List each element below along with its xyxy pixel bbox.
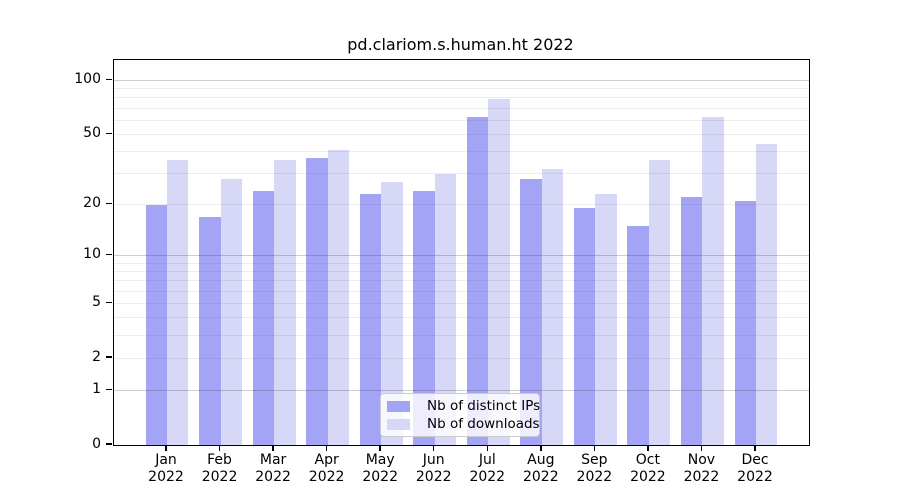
legend-swatch-distinct-ips [387, 400, 410, 412]
y-tick-label: 50 [83, 124, 101, 141]
x-tick-mark [700, 445, 703, 451]
x-tick-month: Jan [155, 452, 177, 468]
x-tick-mark [540, 445, 542, 451]
chart-title: pd.clariom.s.human.ht 2022 [347, 35, 574, 54]
bar-downloads-feb [220, 179, 242, 445]
legend-swatch-downloads [387, 418, 410, 430]
x-tick-year: 2022 [683, 469, 720, 485]
x-tick-month: May [365, 452, 395, 468]
bar-distinct-ips-dec [734, 200, 756, 445]
bar-downloads-mar [274, 159, 296, 445]
x-tick-year: 2022 [576, 469, 613, 485]
y-tick-mark [105, 132, 112, 135]
x-tick-month: Feb [207, 452, 232, 468]
x-tick-month: Jun [422, 452, 445, 468]
y-tick-mark [105, 253, 112, 256]
y-tick-label: 5 [92, 294, 101, 310]
x-tick-mark [165, 445, 167, 451]
x-tick-label-apr: Apr 2022 [297, 452, 357, 486]
y-tick-label: 2 [92, 348, 101, 365]
bar-distinct-ips-oct [627, 226, 649, 445]
x-tick-month: Oct [635, 452, 660, 468]
x-tick-year: 2022 [415, 469, 452, 485]
y-tick-label: 0 [92, 435, 101, 452]
x-tick-year: 2022 [737, 469, 773, 485]
x-tick-label-nov: Nov 2022 [671, 452, 731, 486]
legend-item-distinct-ips: Nb of distinct IPs [387, 398, 540, 414]
plot-area: Nb of distinct IPs Nb of downloads [113, 59, 810, 446]
x-tick-year: 2022 [630, 469, 666, 485]
x-tick-label-aug: Aug 2022 [511, 452, 571, 486]
x-tick-mark [325, 445, 328, 451]
bar-downloads-may [381, 181, 403, 445]
y-tick-mark [105, 356, 112, 358]
x-tick-label-mar: Mar 2022 [243, 452, 303, 486]
x-tick-month: Sep [581, 452, 608, 468]
bar-downloads-jan [167, 159, 189, 445]
bar-downloads-dec [755, 144, 778, 445]
bar-distinct-ips-mar [252, 190, 275, 445]
x-tick-mark [754, 445, 756, 451]
legend-label-downloads: Nb of downloads [427, 416, 540, 432]
bar-distinct-ips-nov [681, 197, 703, 445]
x-tick-year: 2022 [255, 469, 291, 485]
x-tick-mark [647, 445, 649, 451]
x-tick-mark [593, 445, 596, 451]
bar-distinct-ips-sep [573, 208, 596, 445]
bar-downloads-aug [541, 168, 564, 445]
x-tick-month: Dec [741, 452, 769, 468]
x-tick-label-jan: Jan 2022 [136, 452, 196, 486]
x-tick-mark [218, 445, 221, 451]
bar-distinct-ips-jun [413, 190, 435, 445]
legend-label-distinct-ips: Nb of distinct IPs [427, 398, 541, 414]
x-tick-mark [379, 445, 381, 451]
bar-downloads-sep [595, 194, 617, 445]
x-tick-year: 2022 [362, 469, 398, 485]
y-tick-mark [105, 443, 112, 445]
x-tick-month: Aug [527, 452, 555, 468]
x-tick-mark [486, 445, 489, 451]
y-tick-mark [105, 301, 112, 304]
x-tick-label-dec: Dec 2022 [725, 452, 785, 486]
bar-downloads-apr [327, 149, 350, 445]
bar-distinct-ips-apr [306, 157, 328, 445]
bar-distinct-ips-feb [199, 216, 221, 445]
x-tick-year: 2022 [522, 469, 559, 485]
y-tick-label: 100 [74, 71, 101, 88]
x-tick-year: 2022 [308, 469, 345, 485]
x-tick-month: Mar [259, 452, 287, 468]
bar-distinct-ips-jul [466, 116, 489, 445]
x-tick-mark [272, 445, 274, 451]
bar-distinct-ips-may [359, 194, 382, 445]
x-tick-label-oct: Oct 2022 [618, 452, 678, 486]
x-tick-month: Apr [314, 452, 339, 468]
x-tick-month: Jul [478, 452, 496, 468]
x-tick-month: Nov [687, 452, 716, 468]
legend: Nb of distinct IPs Nb of downloads [380, 393, 540, 437]
x-tick-label-jun: Jun 2022 [404, 452, 464, 486]
bar-downloads-oct [648, 159, 671, 445]
bars-layer [114, 60, 809, 445]
x-tick-label-jul: Jul 2022 [457, 452, 517, 486]
x-tick-year: 2022 [148, 469, 184, 485]
y-tick-label: 20 [83, 195, 101, 212]
x-tick-year: 2022 [469, 469, 506, 485]
bar-distinct-ips-jan [145, 204, 167, 445]
x-tick-label-may: May 2022 [350, 452, 410, 486]
x-tick-label-sep: Sep 2022 [564, 452, 624, 486]
bar-distinct-ips-aug [520, 179, 542, 445]
y-tick-mark [105, 388, 112, 390]
y-tick-mark [105, 202, 112, 205]
bar-downloads-nov [702, 116, 724, 445]
x-tick-label-feb: Feb 2022 [190, 452, 250, 486]
y-tick-label: 1 [92, 380, 101, 397]
bar-downloads-jun [434, 173, 457, 445]
y-tick-mark [105, 78, 112, 81]
legend-item-downloads: Nb of downloads [387, 416, 540, 432]
y-tick-label: 10 [83, 246, 101, 263]
x-tick-year: 2022 [201, 469, 238, 485]
bar-downloads-jul [488, 98, 510, 445]
x-tick-mark [432, 445, 435, 451]
